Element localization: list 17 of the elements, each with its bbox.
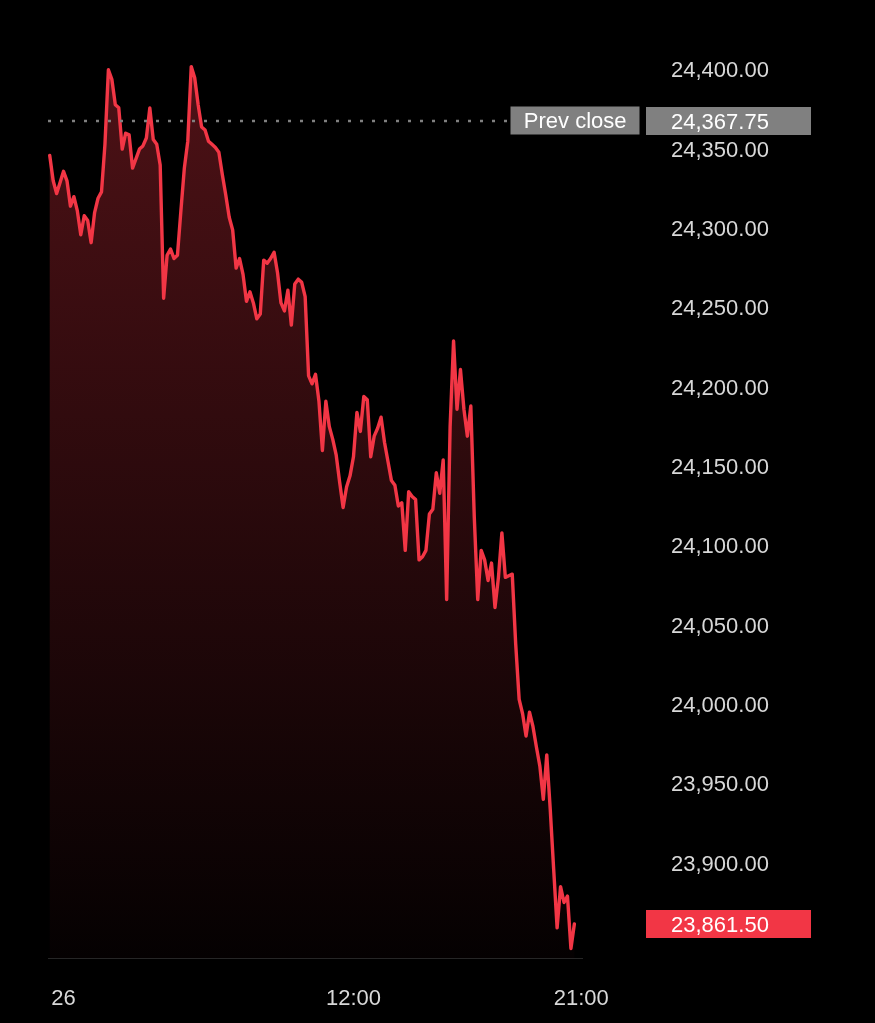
y-tick-label: 24,250.00 [671,295,769,321]
x-tick-label: 21:00 [553,985,609,1011]
y-tick-label: 24,300.00 [671,216,769,242]
y-tick-label: 24,200.00 [671,374,769,400]
y-tick-label: 23,900.00 [671,850,769,876]
y-tick-label: 24,150.00 [671,454,769,480]
y-tick-label: 24,350.00 [671,136,769,162]
x-tick-label: 26 [51,985,76,1011]
y-tick-label: 24,100.00 [671,533,769,559]
x-tick-label: 12:00 [325,985,381,1011]
y-tick-label: 24,050.00 [671,612,769,638]
y-tick-label: 23,950.00 [671,771,769,797]
y-tick-label: 23,861.50 [671,911,769,937]
ref-line-label: Prev close [523,108,627,133]
y-tick-label: 24,000.00 [671,691,769,717]
y-tick-label: 24,400.00 [671,57,769,83]
y-tick-label: 24,367.75 [671,108,769,134]
